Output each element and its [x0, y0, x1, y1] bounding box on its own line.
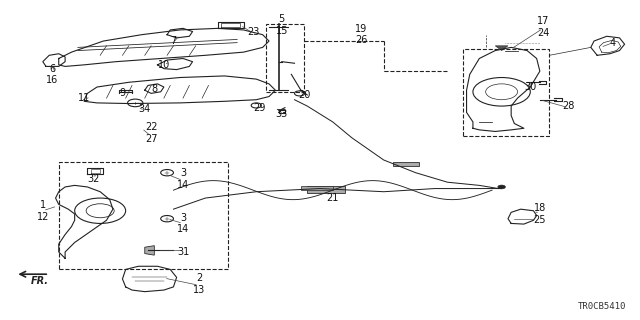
Text: 17
24: 17 24: [537, 16, 549, 37]
Text: 19
26: 19 26: [355, 24, 367, 45]
Circle shape: [498, 185, 506, 189]
Text: 10: 10: [157, 60, 170, 70]
Text: 30: 30: [524, 82, 536, 92]
Bar: [463, 49, 549, 136]
Text: 20: 20: [298, 90, 310, 100]
Text: 11: 11: [78, 93, 90, 103]
Text: 18
25: 18 25: [534, 203, 546, 225]
Text: FR.: FR.: [31, 276, 49, 286]
Bar: [301, 186, 333, 190]
Text: 5
15: 5 15: [276, 14, 288, 36]
Text: 3
14: 3 14: [177, 213, 189, 234]
Text: 34: 34: [139, 104, 151, 114]
Text: 22
27: 22 27: [145, 122, 157, 144]
Text: TR0CB5410: TR0CB5410: [577, 302, 626, 311]
Text: 9: 9: [120, 88, 125, 98]
Text: 28: 28: [563, 101, 575, 111]
Polygon shape: [495, 46, 508, 51]
Text: 6
16: 6 16: [46, 64, 58, 85]
Bar: [394, 162, 419, 166]
Text: 31: 31: [177, 247, 189, 257]
Text: 1
12: 1 12: [36, 200, 49, 221]
Text: 33: 33: [276, 109, 288, 119]
Text: 29: 29: [253, 103, 266, 113]
Text: 32: 32: [88, 174, 100, 184]
Bar: [59, 162, 228, 269]
Text: 7: 7: [170, 36, 177, 46]
Text: 4: 4: [610, 38, 616, 48]
Text: 8: 8: [151, 84, 157, 94]
Bar: [266, 24, 304, 92]
Text: 21: 21: [326, 193, 339, 203]
Text: 2
13: 2 13: [193, 273, 205, 294]
Bar: [307, 186, 346, 193]
Text: 23: 23: [247, 27, 259, 36]
Polygon shape: [145, 246, 154, 255]
Text: 3
14: 3 14: [177, 168, 189, 190]
